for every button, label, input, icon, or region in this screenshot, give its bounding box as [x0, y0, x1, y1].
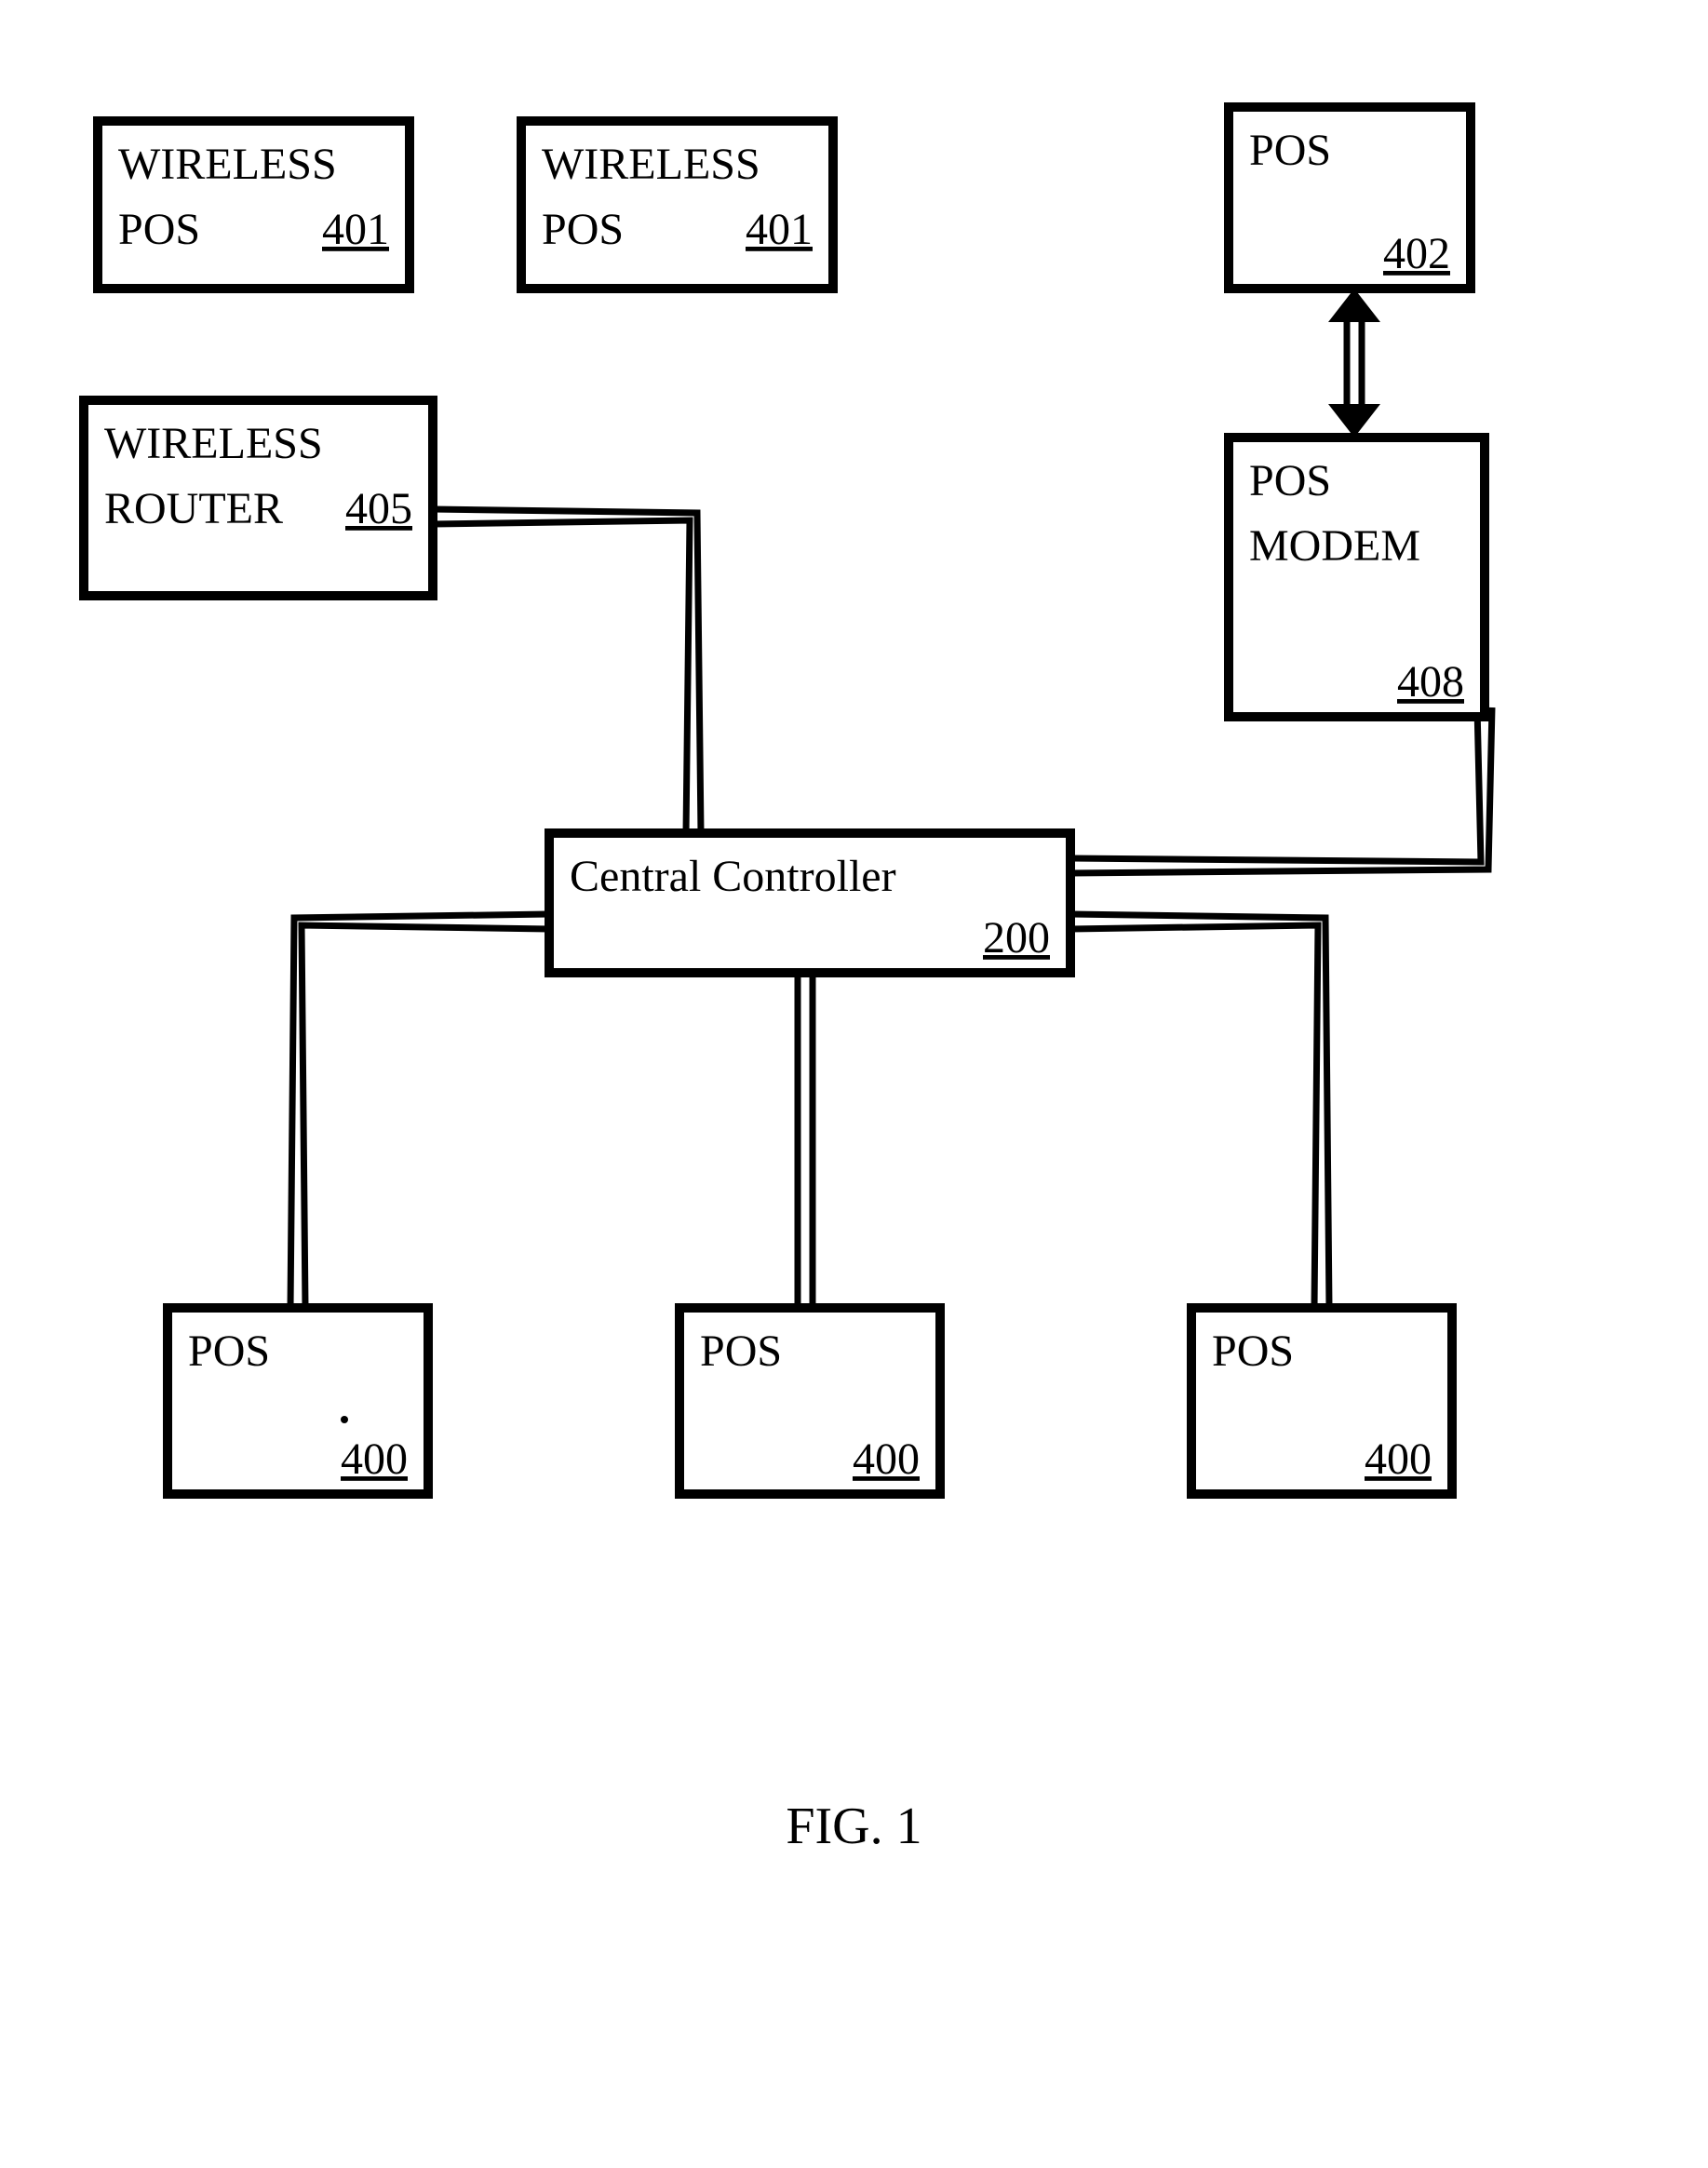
node-ref: 405: [345, 484, 412, 533]
node-ref: 400: [853, 1434, 920, 1484]
node-label: WIRELESS: [104, 419, 323, 468]
node-ref: 402: [1383, 229, 1450, 278]
node-ref: 400: [341, 1434, 408, 1484]
node-wrouter: WIRELESS ROUTER 405: [84, 400, 433, 596]
node-label: POS: [1249, 456, 1331, 505]
figure-caption: FIG. 1: [786, 1798, 921, 1855]
node-pos_br: POS 400: [1191, 1308, 1452, 1494]
node-label: WIRELESS: [118, 140, 337, 189]
node-label: POS: [188, 1326, 270, 1376]
node-label: POS: [1212, 1326, 1294, 1376]
node-ref: 408: [1397, 657, 1464, 707]
node-label: ROUTER: [104, 484, 283, 533]
node-ref: 401: [746, 205, 813, 254]
node-ref: 200: [983, 913, 1050, 963]
node-label: POS: [1249, 126, 1331, 175]
node-pos_bm: POS 400: [679, 1308, 940, 1494]
node-wpos1: WIRELESS POS 401: [98, 121, 410, 289]
node-pos_top: POS 402: [1229, 107, 1471, 289]
node-central: Central Controller 200: [549, 833, 1070, 973]
node-label: POS: [118, 205, 200, 254]
node-wpos2: WIRELESS POS 401: [521, 121, 833, 289]
node-pos_bl: POS 400: [168, 1308, 428, 1494]
node-ref: 400: [1365, 1434, 1432, 1484]
node-label: WIRELESS: [542, 140, 760, 189]
node-label: POS: [700, 1326, 782, 1376]
node-label: Central Controller: [570, 852, 896, 901]
node-label: POS: [542, 205, 624, 254]
node-label: MODEM: [1249, 521, 1420, 571]
node-ref: 401: [322, 205, 389, 254]
node-posmodem: POS MODEM 408: [1229, 438, 1485, 717]
